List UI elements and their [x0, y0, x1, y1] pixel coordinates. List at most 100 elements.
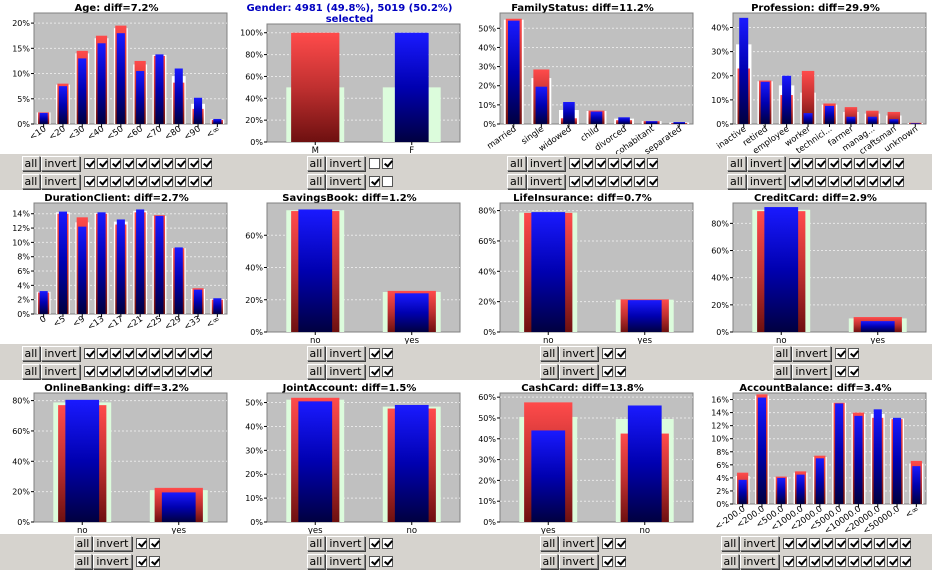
category-checkbox[interactable] [893, 157, 904, 169]
invert-button[interactable]: invert [41, 345, 80, 361]
all-button[interactable]: all [539, 363, 559, 379]
category-checkbox[interactable] [368, 347, 380, 359]
category-checkbox[interactable] [200, 347, 212, 359]
invert-button[interactable]: invert [746, 155, 785, 171]
category-checkbox[interactable] [601, 537, 613, 549]
category-checkbox[interactable] [187, 175, 199, 187]
category-checkbox[interactable] [161, 175, 173, 187]
category-checkbox[interactable] [174, 347, 186, 359]
invert-button[interactable]: invert [41, 363, 80, 379]
category-checkbox[interactable] [187, 347, 199, 359]
category-checkbox[interactable] [148, 537, 160, 549]
category-checkbox[interactable] [96, 175, 108, 187]
all-button[interactable]: all [21, 363, 41, 379]
all-button[interactable]: all [727, 155, 746, 171]
category-checkbox[interactable] [614, 555, 626, 567]
category-checkbox[interactable] [847, 537, 859, 549]
category-checkbox[interactable] [135, 555, 147, 567]
invert-button[interactable]: invert [740, 535, 779, 551]
all-button[interactable]: all [772, 345, 792, 361]
invert-button[interactable]: invert [740, 553, 779, 569]
category-checkbox[interactable] [148, 157, 160, 169]
category-checkbox[interactable] [582, 157, 593, 169]
category-checkbox[interactable] [109, 157, 121, 169]
category-checkbox[interactable] [802, 175, 813, 187]
invert-button[interactable]: invert [93, 535, 132, 551]
category-checkbox[interactable] [109, 347, 121, 359]
category-checkbox[interactable] [795, 555, 807, 567]
category-checkbox[interactable] [601, 555, 613, 567]
category-checkbox[interactable] [886, 537, 898, 549]
category-checkbox[interactable] [867, 157, 878, 169]
category-checkbox[interactable] [834, 537, 846, 549]
category-checkbox[interactable] [83, 347, 95, 359]
invert-button[interactable]: invert [526, 155, 565, 171]
category-checkbox[interactable] [601, 347, 613, 359]
all-button[interactable]: all [73, 535, 93, 551]
all-button[interactable]: all [772, 363, 792, 379]
category-checkbox[interactable] [608, 175, 619, 187]
category-checkbox[interactable] [148, 555, 160, 567]
invert-button[interactable]: invert [326, 553, 365, 569]
category-checkbox[interactable] [122, 365, 134, 377]
all-button[interactable]: all [720, 535, 740, 551]
category-checkbox[interactable] [368, 157, 380, 169]
category-checkbox[interactable] [815, 175, 826, 187]
category-checkbox[interactable] [834, 365, 846, 377]
invert-button[interactable]: invert [93, 553, 132, 569]
category-checkbox[interactable] [860, 537, 872, 549]
invert-button[interactable]: invert [792, 363, 831, 379]
category-checkbox[interactable] [381, 555, 393, 567]
all-button[interactable]: all [73, 553, 93, 569]
category-checkbox[interactable] [821, 555, 833, 567]
all-button[interactable]: all [306, 345, 326, 361]
invert-button[interactable]: invert [559, 553, 598, 569]
category-checkbox[interactable] [368, 537, 380, 549]
category-checkbox[interactable] [634, 157, 645, 169]
category-checkbox[interactable] [834, 347, 846, 359]
category-checkbox[interactable] [174, 365, 186, 377]
category-checkbox[interactable] [83, 365, 95, 377]
category-checkbox[interactable] [109, 175, 121, 187]
all-button[interactable]: all [21, 345, 41, 361]
category-checkbox[interactable] [148, 175, 160, 187]
all-button[interactable]: all [539, 535, 559, 551]
all-button[interactable]: all [727, 173, 746, 189]
category-checkbox[interactable] [381, 365, 393, 377]
category-checkbox[interactable] [847, 347, 859, 359]
category-checkbox[interactable] [200, 157, 212, 169]
category-checkbox[interactable] [828, 175, 839, 187]
category-checkbox[interactable] [899, 537, 911, 549]
category-checkbox[interactable] [873, 537, 885, 549]
category-checkbox[interactable] [83, 157, 95, 169]
category-checkbox[interactable] [595, 175, 606, 187]
category-checkbox[interactable] [595, 157, 606, 169]
category-checkbox[interactable] [83, 175, 95, 187]
category-checkbox[interactable] [815, 157, 826, 169]
invert-button[interactable]: invert [559, 535, 598, 551]
category-checkbox[interactable] [148, 347, 160, 359]
category-checkbox[interactable] [847, 555, 859, 567]
invert-button[interactable]: invert [326, 363, 365, 379]
category-checkbox[interactable] [782, 537, 794, 549]
invert-button[interactable]: invert [559, 363, 598, 379]
all-button[interactable]: all [720, 553, 740, 569]
category-checkbox[interactable] [834, 555, 846, 567]
category-checkbox[interactable] [368, 555, 380, 567]
category-checkbox[interactable] [821, 537, 833, 549]
all-button[interactable]: all [21, 155, 41, 171]
category-checkbox[interactable] [569, 175, 580, 187]
category-checkbox[interactable] [200, 175, 212, 187]
category-checkbox[interactable] [634, 175, 645, 187]
category-checkbox[interactable] [148, 365, 160, 377]
invert-button[interactable]: invert [326, 345, 365, 361]
category-checkbox[interactable] [782, 555, 794, 567]
category-checkbox[interactable] [187, 157, 199, 169]
invert-button[interactable]: invert [41, 155, 80, 171]
category-checkbox[interactable] [899, 555, 911, 567]
category-checkbox[interactable] [96, 365, 108, 377]
all-button[interactable]: all [306, 155, 326, 171]
category-checkbox[interactable] [135, 365, 147, 377]
category-checkbox[interactable] [200, 365, 212, 377]
invert-button[interactable]: invert [559, 345, 598, 361]
